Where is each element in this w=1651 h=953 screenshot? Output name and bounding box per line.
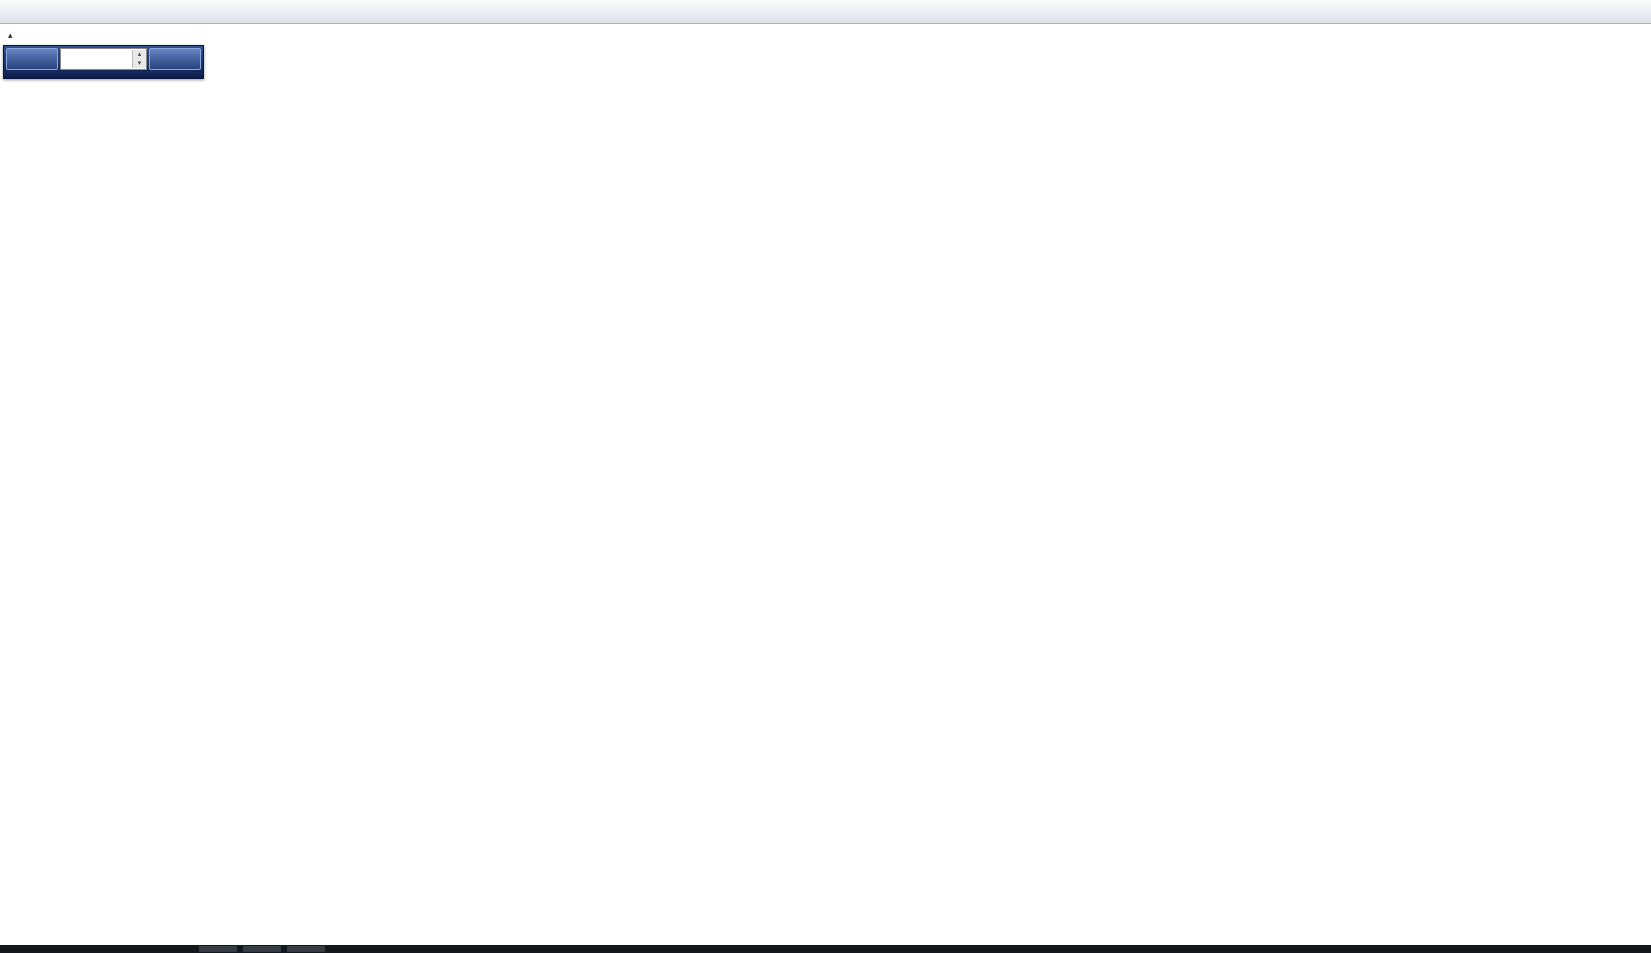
one-click-trading-panel: ▴ ▾ (3, 45, 204, 79)
chart-canvas[interactable] (0, 24, 1651, 945)
macd-indicator-label (6, 589, 16, 601)
taskbar-item[interactable] (287, 946, 325, 952)
symbol-info: ▴ (8, 30, 27, 41)
sell-button[interactable] (6, 48, 58, 70)
buy-price[interactable] (195, 71, 198, 74)
taskbar-item[interactable] (243, 946, 281, 952)
lot-decrease-button[interactable]: ▾ (133, 59, 146, 68)
sell-price[interactable] (9, 71, 12, 74)
taskbar[interactable] (0, 945, 1651, 953)
panel-toggle-icon[interactable]: ▴ (8, 30, 13, 40)
toolbar (0, 0, 1651, 24)
lot-increase-button[interactable]: ▴ (133, 50, 146, 59)
lot-size-field[interactable]: ▴ ▾ (60, 48, 147, 70)
buy-button[interactable] (149, 48, 201, 70)
taskbar-item[interactable] (199, 946, 237, 952)
rsi-indicator-label (6, 742, 11, 754)
